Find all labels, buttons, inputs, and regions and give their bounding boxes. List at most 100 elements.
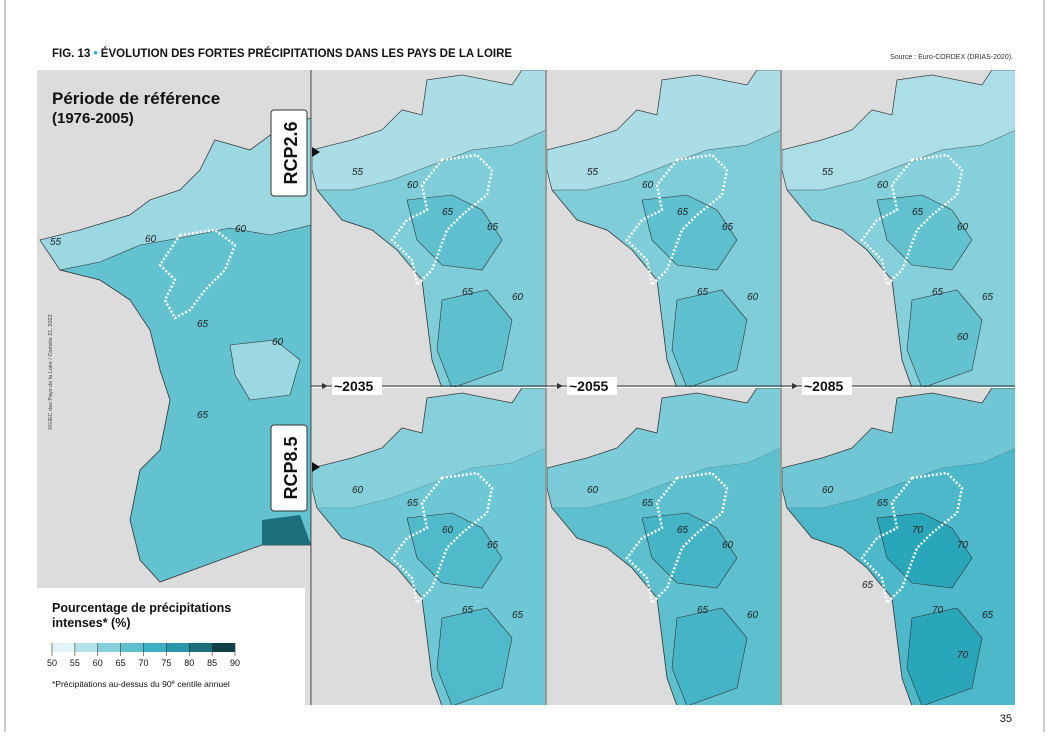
scenario-tag	[270, 109, 308, 197]
colorbar-segment	[212, 643, 235, 652]
map-panel: 55 60 65 65 65 60	[312, 70, 545, 387]
contour-label: 60	[722, 540, 734, 551]
zone	[547, 70, 780, 191]
contour-label: 65	[982, 610, 994, 621]
pointer	[312, 462, 320, 472]
contour-label: 60	[352, 485, 364, 496]
contour-label: 60	[877, 180, 889, 191]
page-frame	[4, 0, 1045, 737]
zone	[641, 194, 738, 271]
colorbar-segment	[74, 643, 98, 652]
map-panel: 60 65 65 60 65 60	[547, 388, 780, 705]
page-number: 35	[1000, 713, 1012, 725]
pointer	[312, 147, 320, 157]
contour-label: 60	[145, 234, 157, 245]
reference-zone	[262, 515, 311, 545]
contour-label: 65	[862, 580, 874, 591]
colorbar-label: 85	[207, 658, 217, 668]
contour-label: 65	[932, 287, 944, 298]
horizon-bg	[802, 377, 852, 395]
map-panel: 55 60 65 65 65 60	[547, 70, 780, 387]
contour-label: 65	[912, 207, 924, 218]
contour-label: 65	[877, 498, 889, 509]
contour-label: 65	[697, 605, 709, 616]
colorbar-segment	[143, 643, 167, 652]
contour-label: 60	[957, 332, 969, 343]
footnote-text: *Précipitations au-dessus du 90	[52, 679, 172, 689]
zone	[671, 607, 748, 705]
contour-label: 65	[462, 287, 474, 298]
footnote-text: centile annuel	[175, 679, 230, 689]
zone	[436, 289, 513, 387]
horizon-label: ~2055	[569, 378, 609, 394]
colorbar-label: 75	[161, 658, 171, 668]
arrow	[557, 383, 563, 389]
contour-label: 65	[982, 292, 994, 303]
map-panel: 60 65 70 70 70 65 70 65	[782, 388, 1015, 705]
figure-number: FIG. 13	[52, 48, 90, 60]
legend-title: Pourcentage de précipitations	[52, 601, 231, 615]
contour-label: 60	[235, 224, 247, 235]
zone	[436, 607, 513, 705]
contour-label: 70	[912, 525, 924, 536]
reference-title: Période de référence	[52, 89, 220, 108]
contour-label: 55	[352, 167, 364, 178]
colorbar-label: 80	[184, 658, 194, 668]
region-outline	[390, 153, 494, 288]
contour-label: 70	[957, 650, 969, 661]
contour-label: 70	[957, 540, 969, 551]
region-outline	[625, 153, 729, 288]
colorbar-label: 90	[230, 658, 240, 668]
zone	[547, 388, 780, 509]
contour-label: 65	[487, 540, 499, 551]
contour-label: 65	[677, 207, 689, 218]
contour-label: 65	[677, 525, 689, 536]
scenario-name: RCP2.6	[281, 121, 301, 184]
zone	[641, 512, 738, 589]
contour-label: 60	[822, 485, 834, 496]
zone	[876, 512, 973, 589]
contour-label: 60	[512, 292, 524, 303]
reference-period: (1976-2005)	[52, 110, 134, 127]
contour-label: 60	[642, 180, 654, 191]
horizon-bg	[332, 377, 382, 395]
legend-title: intenses* (%)	[52, 616, 131, 630]
colorbar-segment	[52, 643, 75, 652]
contour-label: 65	[462, 605, 474, 616]
region-outline	[158, 228, 237, 320]
contour-label: 55	[587, 167, 599, 178]
scenario-name: RCP8.5	[281, 436, 301, 499]
zone	[671, 289, 748, 387]
arrow	[792, 383, 798, 389]
map-panel: 55 60 65 60 65 65 60	[782, 70, 1015, 387]
zone	[876, 194, 973, 271]
zone	[312, 388, 545, 509]
zone	[906, 607, 983, 705]
colorbar-segment	[120, 643, 144, 652]
contour-label: 55	[822, 167, 834, 178]
region-outline	[390, 471, 494, 606]
zone	[782, 70, 1015, 191]
figure-heading: FIG. 13 • ÉVOLUTION DES FORTES PRÉCIPITA…	[52, 47, 512, 60]
credit: ©GIEC des Pays de la Loire / Comète 21, …	[47, 314, 54, 430]
footnote-sup: e	[172, 680, 176, 686]
region-outline	[860, 153, 964, 288]
contour-label: 65	[722, 222, 734, 233]
arrow	[322, 383, 328, 389]
contour-label: 60	[587, 485, 599, 496]
contour-label: 60	[957, 222, 969, 233]
contour-label: 65	[442, 207, 454, 218]
zone	[312, 70, 545, 191]
contour-label: 65	[512, 610, 524, 621]
colorbar-label: 65	[116, 658, 126, 668]
horizon-label: ~2035	[334, 378, 374, 394]
colorbar-label: 70	[138, 658, 148, 668]
colorbar-segment	[97, 643, 121, 652]
horizon-bg	[567, 377, 617, 395]
contour-label: 60	[747, 610, 759, 621]
contour-label: 60	[407, 180, 419, 191]
contour-label: 65	[642, 498, 654, 509]
scenario-tag	[270, 424, 308, 512]
zone	[406, 194, 503, 271]
